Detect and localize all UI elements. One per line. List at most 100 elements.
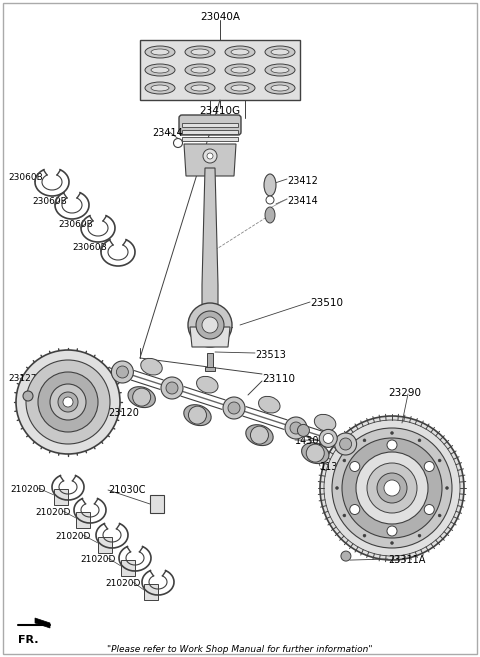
Ellipse shape [185, 46, 215, 58]
Circle shape [63, 397, 73, 407]
Circle shape [445, 486, 448, 489]
Text: 23127B: 23127B [8, 374, 43, 383]
Ellipse shape [191, 85, 209, 91]
Ellipse shape [145, 64, 175, 76]
Circle shape [391, 432, 394, 434]
Ellipse shape [128, 387, 156, 407]
Circle shape [332, 428, 452, 548]
FancyBboxPatch shape [179, 115, 241, 135]
Text: 11304B: 11304B [320, 462, 358, 472]
Text: 23513: 23513 [255, 350, 286, 360]
Circle shape [343, 514, 346, 517]
Circle shape [290, 422, 302, 434]
Ellipse shape [265, 46, 295, 58]
Text: 23414: 23414 [287, 196, 318, 206]
Circle shape [343, 459, 346, 462]
Circle shape [336, 486, 338, 489]
Polygon shape [202, 168, 218, 315]
Circle shape [26, 360, 110, 444]
Ellipse shape [151, 49, 169, 55]
Ellipse shape [231, 67, 249, 73]
Circle shape [38, 372, 98, 432]
Circle shape [132, 388, 151, 406]
Circle shape [196, 311, 224, 339]
Bar [182, 123, 238, 127]
Ellipse shape [191, 67, 209, 73]
Circle shape [16, 350, 120, 454]
Text: 23410G: 23410G [199, 106, 240, 116]
Polygon shape [35, 618, 50, 628]
Ellipse shape [265, 82, 295, 94]
Circle shape [50, 384, 86, 420]
Circle shape [350, 461, 360, 472]
Circle shape [285, 417, 307, 439]
Ellipse shape [271, 67, 289, 73]
Circle shape [387, 526, 397, 536]
Ellipse shape [259, 396, 280, 413]
Bar [205, 367, 215, 371]
Ellipse shape [301, 443, 329, 464]
Text: 21020D: 21020D [10, 485, 46, 494]
Circle shape [251, 426, 268, 444]
Ellipse shape [225, 46, 255, 58]
Ellipse shape [145, 82, 175, 94]
Ellipse shape [196, 376, 218, 393]
Text: 23412: 23412 [287, 176, 318, 186]
Circle shape [350, 505, 360, 514]
Ellipse shape [265, 64, 295, 76]
Circle shape [367, 463, 417, 513]
Circle shape [117, 366, 129, 378]
Ellipse shape [151, 85, 169, 91]
Bar [76, 512, 90, 528]
Ellipse shape [185, 82, 215, 94]
Text: 23060B: 23060B [8, 173, 43, 182]
Circle shape [424, 505, 434, 514]
Polygon shape [184, 144, 236, 176]
Text: 21030C: 21030C [108, 485, 145, 495]
Ellipse shape [246, 424, 273, 445]
Circle shape [173, 139, 182, 148]
Circle shape [223, 397, 245, 419]
Circle shape [342, 438, 442, 538]
Ellipse shape [264, 174, 276, 196]
Circle shape [323, 434, 333, 443]
Circle shape [424, 461, 434, 472]
Circle shape [58, 392, 78, 412]
Circle shape [377, 473, 407, 503]
Circle shape [418, 439, 421, 442]
Ellipse shape [184, 405, 211, 426]
Bar [144, 584, 158, 600]
Circle shape [189, 406, 206, 424]
Ellipse shape [231, 85, 249, 91]
Ellipse shape [265, 207, 275, 223]
Bar [182, 137, 238, 141]
Ellipse shape [145, 46, 175, 58]
Text: FR.: FR. [18, 635, 38, 645]
Text: 23060B: 23060B [58, 220, 93, 229]
Circle shape [203, 149, 217, 163]
Ellipse shape [141, 358, 162, 375]
Text: 23060B: 23060B [32, 197, 67, 206]
Text: 23110: 23110 [262, 374, 295, 384]
Circle shape [306, 444, 324, 462]
Circle shape [207, 153, 213, 159]
Text: 23040A: 23040A [200, 12, 240, 22]
Bar [182, 130, 238, 134]
Circle shape [161, 377, 183, 399]
Bar [150, 495, 164, 513]
Circle shape [320, 416, 464, 560]
Bar [207, 353, 213, 367]
Circle shape [202, 317, 218, 333]
Ellipse shape [225, 82, 255, 94]
Ellipse shape [225, 64, 255, 76]
Circle shape [341, 551, 351, 561]
Text: 23124B: 23124B [36, 374, 71, 383]
Bar [121, 560, 135, 576]
Circle shape [298, 424, 310, 436]
Text: "Please refer to Work Shop Manual for further information": "Please refer to Work Shop Manual for fu… [107, 645, 373, 654]
Text: 21020D: 21020D [105, 579, 140, 588]
Circle shape [319, 430, 337, 447]
Circle shape [228, 402, 240, 414]
Text: 23290: 23290 [388, 388, 421, 398]
Circle shape [363, 534, 366, 537]
